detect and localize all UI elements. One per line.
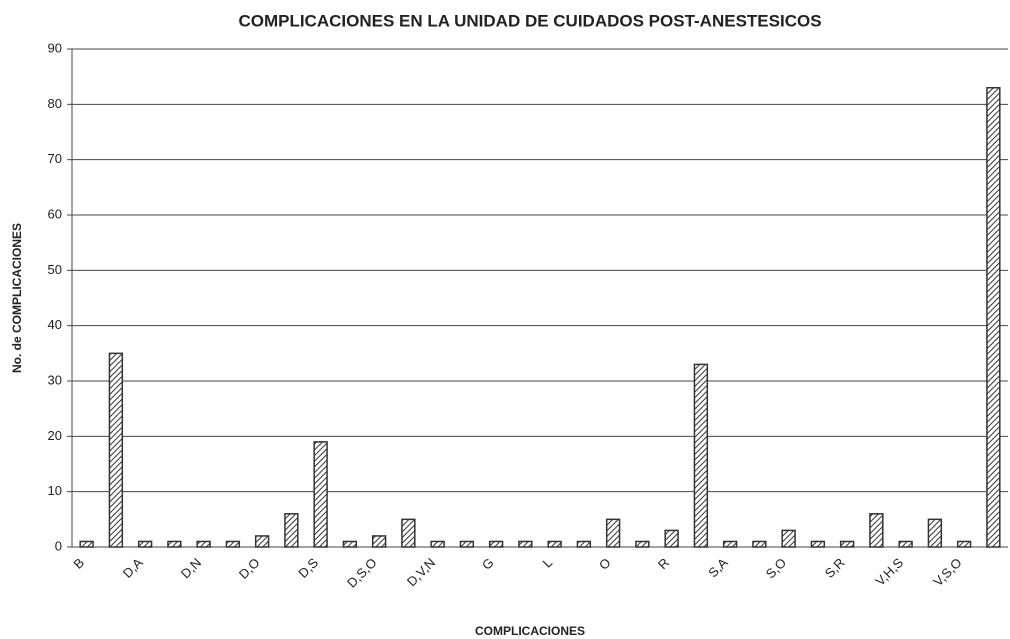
x-tick-label: D,O xyxy=(236,555,263,582)
y-axis-title: No. de COMPLICACIONES xyxy=(10,223,24,373)
y-tick-label: 40 xyxy=(48,317,62,332)
x-tick-label: D,S xyxy=(295,555,321,581)
x-tick-label: L xyxy=(539,555,555,571)
y-tick-label: 60 xyxy=(48,206,62,221)
bar xyxy=(605,518,621,548)
bar xyxy=(108,352,124,548)
x-tick-label: R xyxy=(655,555,672,572)
bar xyxy=(869,513,884,548)
chart-title: COMPLICACIONES EN LA UNIDAD DE CUIDADOS … xyxy=(238,11,821,30)
y-tick-label: 90 xyxy=(48,40,62,55)
bar xyxy=(664,529,679,548)
bar xyxy=(518,540,533,548)
bar xyxy=(79,540,94,548)
bar xyxy=(576,540,592,548)
bar xyxy=(284,513,299,548)
bar xyxy=(254,535,270,548)
bar xyxy=(956,540,972,548)
x-tick-label: D,A xyxy=(120,555,146,581)
bar xyxy=(986,86,1001,548)
y-tick-label: 0 xyxy=(55,538,62,553)
bar xyxy=(371,535,387,548)
x-tick-label: D,N xyxy=(178,555,204,581)
bar xyxy=(752,540,767,548)
bar xyxy=(547,540,562,548)
bar xyxy=(137,540,153,548)
bar xyxy=(781,529,796,548)
bar xyxy=(225,540,241,548)
x-tick-label: S,R xyxy=(822,555,848,581)
y-tick-label: 20 xyxy=(48,428,62,443)
x-tick-label: S,O xyxy=(763,555,789,581)
bar xyxy=(722,540,738,548)
x-axis-title: COMPLICACIONES xyxy=(475,624,585,638)
bar xyxy=(401,518,416,548)
x-tick-label: D,V,N xyxy=(404,555,438,589)
bar xyxy=(693,363,709,548)
x-tick-label: D,S,O xyxy=(344,555,380,591)
x-tick-label: G xyxy=(479,555,497,573)
y-tick-label: 10 xyxy=(48,483,62,498)
x-tick-label: O xyxy=(596,555,614,573)
bar xyxy=(927,518,943,548)
bar xyxy=(488,540,504,548)
y-tick-label: 80 xyxy=(48,96,62,111)
y-tick-label: 50 xyxy=(48,262,62,277)
x-tick-label: V,S,O xyxy=(930,555,964,589)
y-tick-label: 70 xyxy=(48,151,62,166)
bar xyxy=(430,540,445,548)
x-tick-label: S,A xyxy=(705,555,731,581)
bar xyxy=(342,540,358,548)
bar xyxy=(459,540,475,548)
x-tick-label: B xyxy=(70,555,87,572)
y-tick-label: 30 xyxy=(48,372,62,387)
bar xyxy=(839,540,855,548)
bar xyxy=(196,540,211,548)
bar xyxy=(810,540,826,548)
x-tick-label: V,H,S xyxy=(872,555,906,589)
bar xyxy=(635,540,650,548)
bar xyxy=(313,441,328,548)
bar xyxy=(898,540,913,548)
bar xyxy=(167,540,182,548)
